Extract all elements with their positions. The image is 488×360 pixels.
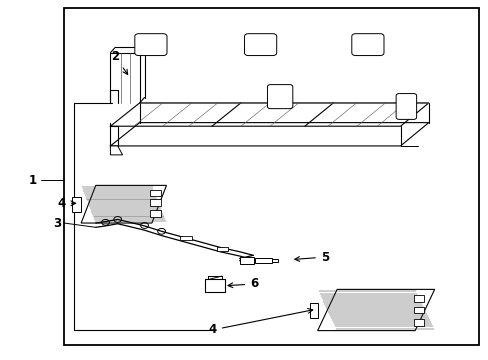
Bar — [413, 307, 424, 313]
FancyBboxPatch shape — [135, 34, 167, 55]
FancyBboxPatch shape — [395, 94, 416, 120]
Polygon shape — [110, 146, 122, 155]
FancyBboxPatch shape — [244, 34, 276, 55]
Bar — [216, 247, 228, 251]
Text: 3: 3 — [53, 216, 61, 230]
Text: 4: 4 — [208, 309, 312, 336]
Text: 6: 6 — [227, 278, 258, 291]
Polygon shape — [317, 289, 434, 330]
Bar — [150, 190, 161, 196]
Bar — [64, 8, 478, 345]
Bar — [255, 258, 272, 263]
FancyBboxPatch shape — [351, 34, 383, 55]
Polygon shape — [81, 185, 166, 223]
Bar — [239, 257, 254, 264]
Polygon shape — [110, 126, 400, 146]
Bar — [309, 302, 317, 318]
Text: 1: 1 — [28, 174, 37, 186]
Bar — [150, 199, 161, 206]
FancyBboxPatch shape — [204, 279, 224, 292]
Bar — [413, 319, 424, 325]
Text: 2: 2 — [111, 50, 127, 75]
Text: 5: 5 — [294, 251, 328, 264]
Bar — [72, 197, 81, 212]
FancyBboxPatch shape — [267, 85, 292, 109]
Text: 4: 4 — [58, 197, 76, 210]
Bar — [272, 259, 278, 262]
Bar — [150, 210, 161, 217]
Bar — [413, 295, 424, 302]
Bar — [180, 236, 191, 240]
